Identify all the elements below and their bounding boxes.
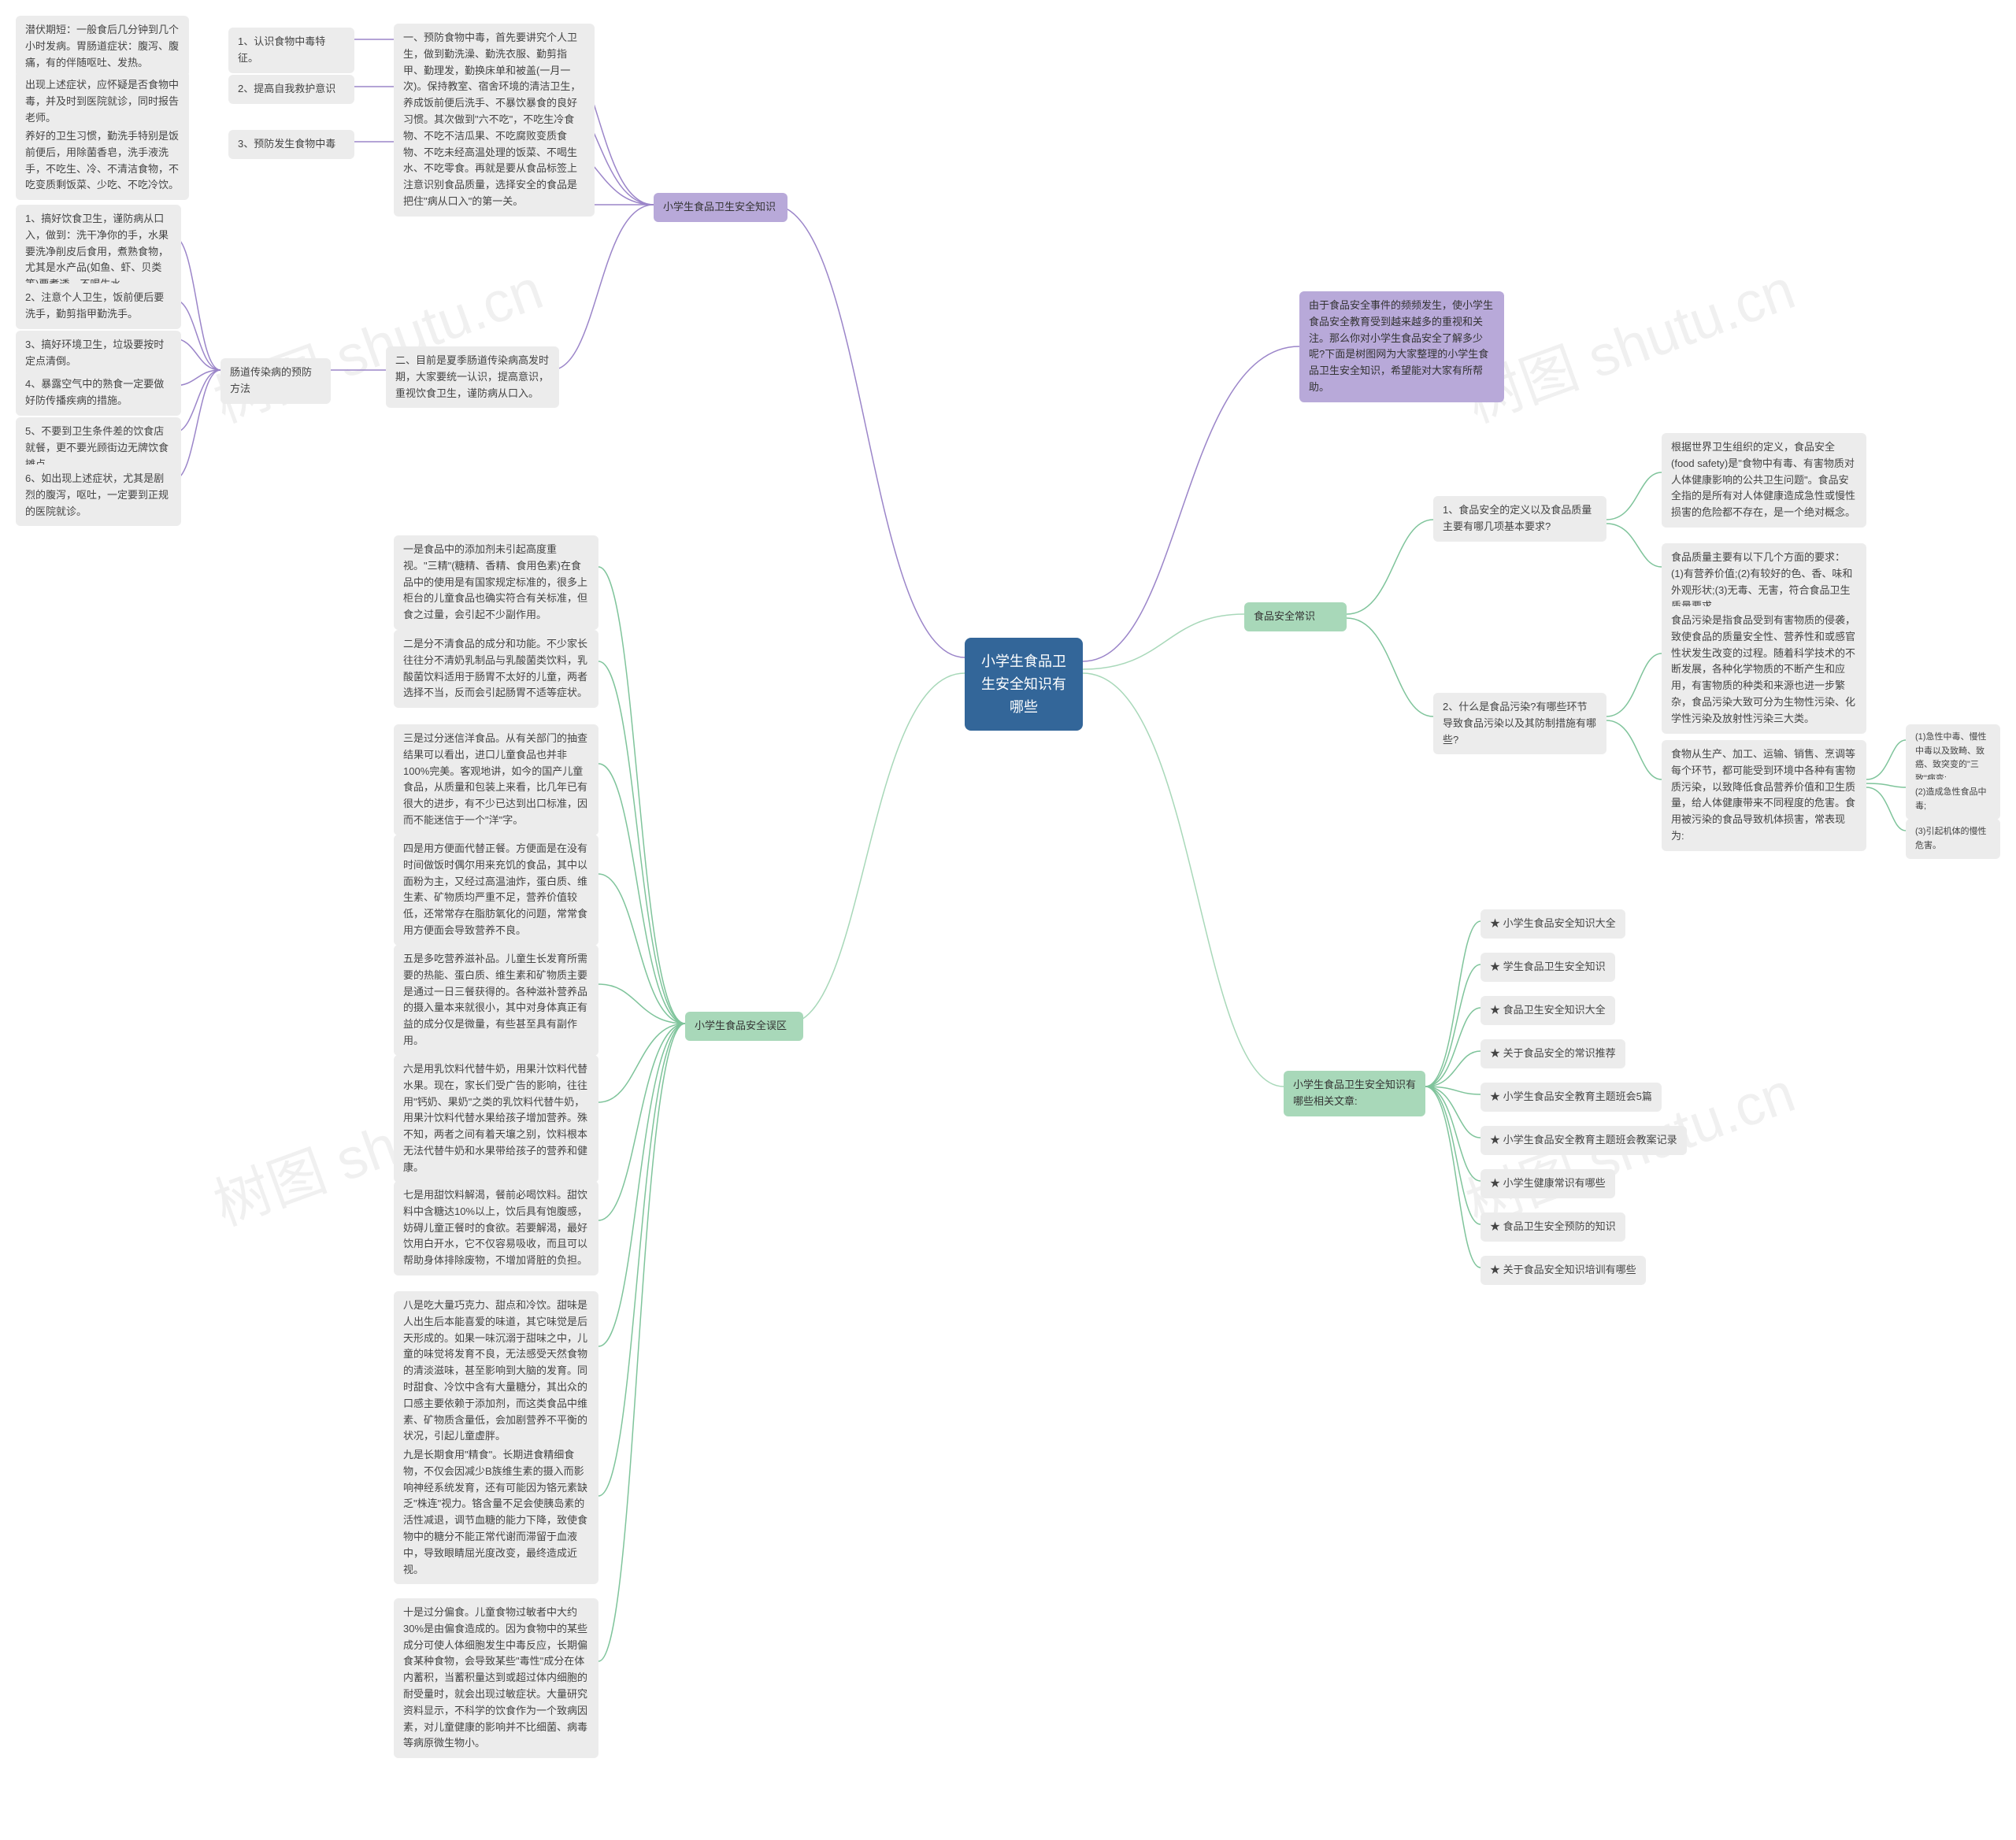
node-pollution-a1: 食品污染是指食品受到有害物质的侵袭，致使食品的质量安全性、营养性和或感官性状发生… (1662, 606, 1866, 734)
intestine-2: 2、注意个人卫生，饭前便后要洗手，勤剪指甲勤洗手。 (16, 283, 181, 329)
node-prevent-poison-leaf: 养好的卫生习惯，勤洗手特别是饭前便后，用除菌香皂，洗手液洗手，不吃生、冷、不清洁… (16, 122, 189, 200)
node-pollution-a2-2: (2)造成急性食品中毒; (1906, 779, 2000, 820)
node-pollution-q: 2、什么是食品污染?有哪些环节导致食品污染以及其防制措施有哪些? (1433, 693, 1606, 754)
article-item: ★ 食品卫生安全预防的知识 (1480, 1212, 1625, 1242)
branch-misconceptions: 小学生食品安全误区 (685, 1012, 803, 1041)
node-definition-a1: 根据世界卫生组织的定义，食品安全(food safety)是"食物中有毒、有害物… (1662, 433, 1866, 528)
node-pollution-a2: 食物从生产、加工、运输、销售、烹调等每个环节，都可能受到环境中各种有害物质污染，… (1662, 740, 1866, 851)
article-item: ★ 小学生食品安全知识大全 (1480, 909, 1625, 939)
node-pollution-a2-3: (3)引起机体的慢性危害。 (1906, 819, 2000, 859)
article-item: ★ 关于食品安全知识培训有哪些 (1480, 1256, 1646, 1285)
miscon-8: 八是吃大量巧克力、甜点和冷饮。甜味是人出生后本能喜爱的味道，其它味觉是后天形成的… (394, 1291, 598, 1451)
center-node: 小学生食品卫生安全知识有哪些 (965, 638, 1083, 731)
intestine-6: 6、如出现上述症状，尤其是剧烈的腹泻，呕吐，一定要到正规的医院就诊。 (16, 465, 181, 526)
node-definition-q: 1、食品安全的定义以及食品质量主要有哪几项基本要求? (1433, 496, 1606, 542)
branch-hygiene-knowledge: 小学生食品卫生安全知识 (654, 193, 788, 222)
miscon-3: 三是过分迷信洋食品。从有关部门的抽查结果可以看出，进口儿童食品也并非100%完美… (394, 724, 598, 835)
article-item: ★ 食品卫生安全知识大全 (1480, 996, 1615, 1025)
node-know-sign-leaf: 潜伏期短：一般食后几分钟到几个小时发病。胃肠道症状：腹泻、腹痛，有的伴随呕吐、发… (16, 16, 189, 77)
left-para-two: 二、目前是夏季肠道传染病高发时期，大家要统一认识，提高意识，重视饮食卫生，谨防病… (386, 346, 559, 408)
article-item: ★ 小学生食品安全教育主题班会5篇 (1480, 1083, 1662, 1112)
article-item: ★ 关于食品安全的常识推荐 (1480, 1039, 1625, 1068)
node-prevent-poison: 3、预防发生食物中毒 (228, 130, 354, 159)
yi-final: 一、预防食物中毒，首先要讲究个人卫生，做到勤洗澡、勤洗衣服、勤剪指甲、勤理发，勤… (394, 24, 595, 217)
intestine-3: 3、搞好环境卫生，垃圾要按时定点清倒。 (16, 331, 181, 376)
watermark: 树图 shutu.cn (1453, 243, 1804, 439)
branch-food-safety-common: 食品安全常识 (1244, 602, 1347, 631)
miscon-7: 七是用甜饮料解渴，餐前必喝饮料。甜饮料中含糖达10%以上，饮后具有饱腹感，妨碍儿… (394, 1181, 598, 1275)
left-para-two-sub: 肠道传染病的预防方法 (220, 358, 331, 404)
article-item: ★ 小学生健康常识有哪些 (1480, 1169, 1615, 1198)
article-item: ★ 学生食品卫生安全知识 (1480, 953, 1615, 982)
miscon-5: 五是多吃营养滋补品。儿童生长发育所需要的热能、蛋白质、维生素和矿物质主要是通过一… (394, 945, 598, 1056)
connectors (0, 0, 2016, 1840)
node-know-sign: 1、认识食物中毒特征。 (228, 28, 354, 73)
miscon-4: 四是用方便面代替正餐。方便面是在没有时间做饭时偶尔用来充饥的食品，其中以面粉为主… (394, 835, 598, 946)
branch-related-articles: 小学生食品卫生安全知识有哪些相关文章: (1284, 1071, 1425, 1116)
miscon-10: 十是过分偏食。儿童食物过敏者中大约30%是由偏食造成的。因为食物中的某些成分可使… (394, 1598, 598, 1758)
miscon-2: 二是分不清食品的成分和功能。不少家长往往分不清奶乳制品与乳酸菌类饮料，乳酸菌饮料… (394, 630, 598, 708)
article-item: ★ 小学生食品安全教育主题班会教案记录 (1480, 1126, 1687, 1155)
watermark: 树图 shutu.cn (201, 243, 552, 439)
miscon-6: 六是用乳饮料代替牛奶，用果汁饮料代替水果。现在，家长们受广告的影响，往往用"钙奶… (394, 1055, 598, 1183)
miscon-1: 一是食品中的添加剂未引起高度重视。"三精"(糖精、香精、食用色素)在食品中的使用… (394, 535, 598, 630)
node-self-rescue: 2、提高自我救护意识 (228, 75, 354, 104)
intestine-4: 4、暴露空气中的熟食一定要做好防传播疾病的措施。 (16, 370, 181, 416)
intro-box: 由于食品安全事件的频频发生，使小学生食品安全教育受到越来越多的重视和关注。那么你… (1299, 291, 1504, 402)
miscon-9: 九是长期食用"精食"。长期进食精细食物，不仅会因减少B族维生素的摄入而影响神经系… (394, 1441, 598, 1584)
